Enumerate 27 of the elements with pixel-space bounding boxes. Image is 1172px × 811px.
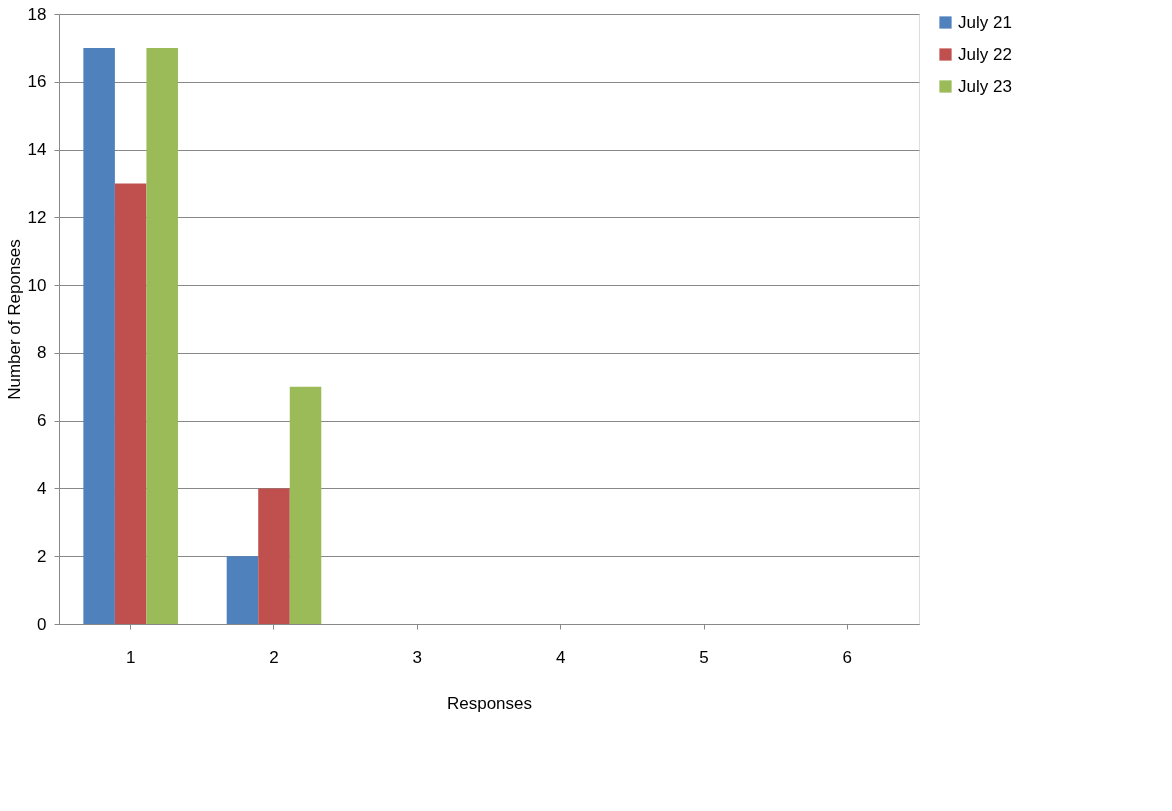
y-tick-label: 10 bbox=[27, 275, 47, 295]
bar bbox=[258, 488, 290, 624]
y-axis-title: Number of Reponses bbox=[4, 239, 24, 400]
bar bbox=[114, 183, 147, 624]
y-tick-label: 16 bbox=[27, 72, 47, 92]
y-tick-label: 6 bbox=[37, 411, 47, 431]
bar bbox=[289, 386, 322, 624]
x-tick-label: 3 bbox=[412, 647, 423, 667]
y-tick-label: 4 bbox=[37, 478, 47, 498]
x-tick-label: 1 bbox=[125, 647, 136, 667]
bar bbox=[226, 556, 259, 624]
legend-label: July 21 bbox=[958, 12, 1012, 32]
x-tick-label: 5 bbox=[699, 647, 709, 667]
y-tick-label: 12 bbox=[27, 207, 47, 227]
x-axis-title: Responses bbox=[446, 693, 533, 713]
y-tick-label: 14 bbox=[27, 140, 47, 160]
y-tick-label: 8 bbox=[37, 343, 47, 363]
y-tick-label: 18 bbox=[27, 4, 47, 24]
x-tick-label: 6 bbox=[842, 647, 853, 667]
x-tick-label: 4 bbox=[555, 647, 566, 667]
bar bbox=[146, 47, 178, 624]
legend-label: July 22 bbox=[958, 44, 1012, 64]
bar bbox=[83, 47, 115, 624]
x-tick-label: 2 bbox=[269, 647, 279, 667]
y-tick-label: 0 bbox=[37, 614, 47, 634]
y-tick-label: 2 bbox=[37, 546, 47, 566]
legend-label: July 23 bbox=[958, 76, 1012, 96]
